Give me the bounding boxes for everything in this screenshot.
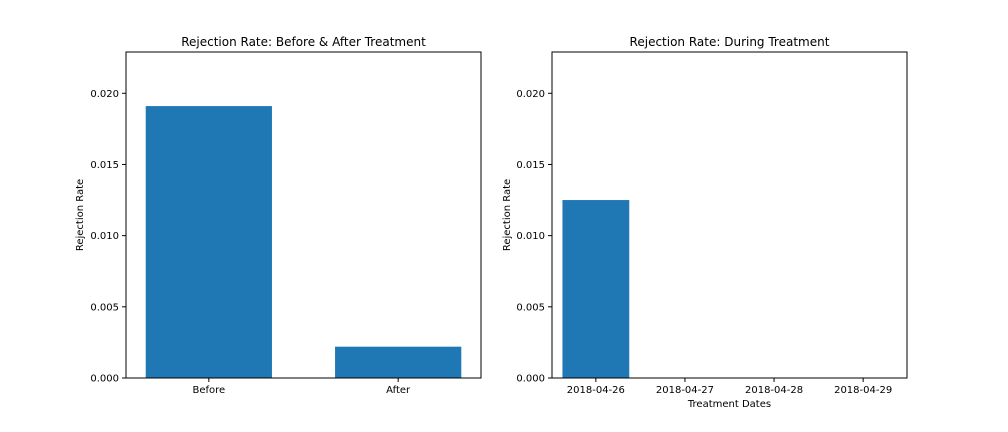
chart-left-xtick-label: Before	[192, 385, 225, 396]
chart-left-ytick-label: 0.015	[90, 160, 119, 171]
chart-right-xtick-label: 2018-04-29	[834, 385, 892, 396]
chart-left: Rejection Rate: Before & After Treatment…	[75, 35, 482, 396]
chart-right-yticks: 0.000 0.005 0.010 0.015 0.020	[516, 89, 552, 385]
chart-right-ytick-label: 0.010	[516, 231, 545, 242]
chart-right-bars	[562, 200, 630, 378]
chart-left-xticks: Before After	[192, 378, 411, 396]
chart-left-bar	[335, 346, 462, 378]
chart-left-bar	[145, 106, 272, 378]
chart-right-title: Rejection Rate: During Treatment	[630, 35, 830, 49]
chart-left-bars	[145, 106, 462, 378]
chart-right-xtick-label: 2018-04-28	[745, 385, 803, 396]
chart-left-title: Rejection Rate: Before & After Treatment	[181, 35, 426, 49]
chart-right-frame	[551, 51, 908, 379]
chart-right: Rejection Rate: During Treatment Rejecti…	[502, 35, 908, 410]
chart-left-ytick-label: 0.000	[90, 374, 119, 385]
chart-right-ylabel: Rejection Rate	[502, 179, 513, 251]
chart-right-xtick-label: 2018-04-27	[656, 385, 714, 396]
chart-right-xticks: 2018-04-26 2018-04-27 2018-04-28 2018-04-29	[567, 378, 892, 396]
chart-right-xlabel: Treatment Dates	[687, 399, 771, 410]
chart-left-yticks: 0.000 0.005 0.010 0.015 0.020	[90, 89, 126, 385]
chart-left-ytick-label: 0.010	[90, 231, 119, 242]
chart-right-ytick-label: 0.020	[516, 89, 545, 100]
chart-right-ytick-label: 0.000	[516, 374, 545, 385]
chart-left-ytick-label: 0.005	[90, 302, 119, 313]
chart-right-ytick-label: 0.005	[516, 302, 545, 313]
chart-right-ytick-label: 0.015	[516, 160, 545, 171]
chart-right-xtick-label: 2018-04-26	[567, 385, 625, 396]
chart-left-frame	[125, 51, 482, 379]
chart-left-ytick-label: 0.020	[90, 89, 119, 100]
chart-left-xtick-label: After	[386, 385, 411, 396]
chart-left-ylabel: Rejection Rate	[75, 179, 86, 251]
chart-right-bar	[562, 200, 630, 378]
